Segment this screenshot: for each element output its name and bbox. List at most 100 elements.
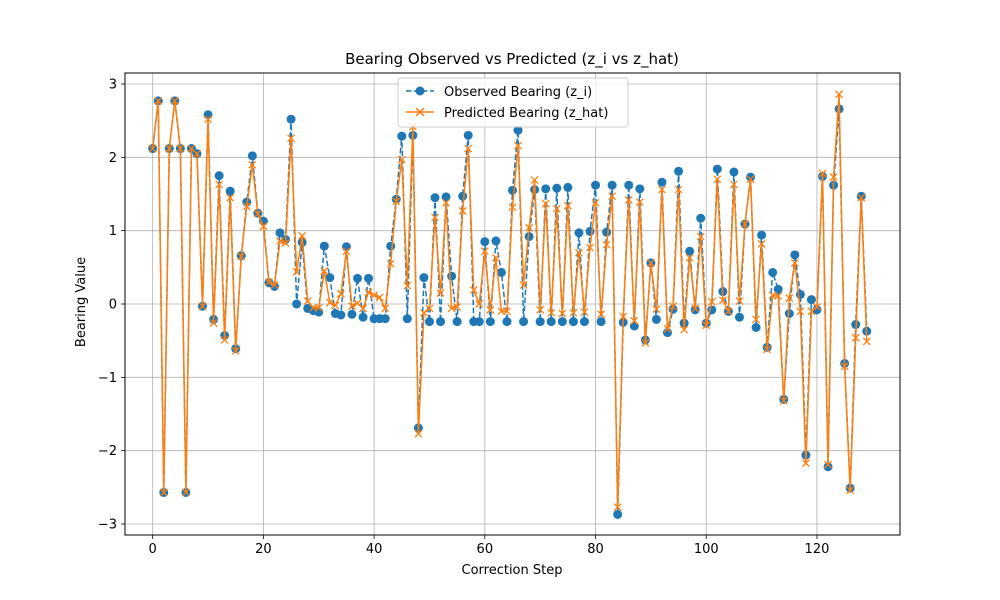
predicted-point [204,115,212,124]
observed-point [751,322,761,332]
predicted-point [154,96,163,105]
predicted-point [569,308,578,317]
predicted-point [242,202,251,211]
predicted-point [425,304,434,313]
predicted-point [375,293,384,302]
observed-point [690,305,700,315]
observed-point [790,250,800,260]
observed-point [325,273,335,283]
observed-point [314,307,324,317]
y-tick-label: 1 [109,224,117,239]
legend-box [397,77,629,128]
x-tick-label: 80 [587,542,604,557]
observed-point [613,509,623,519]
observed-point [546,317,556,327]
predicted-point [237,252,246,261]
predicted-point [486,305,495,314]
observed-point [347,309,357,319]
y-tick-label: 0 [109,298,117,313]
predicted-point [580,308,589,317]
predicted-point [469,286,478,295]
predicted-point [713,175,722,184]
predicted-point [597,310,606,319]
observed-point [568,317,578,327]
predicted-point [691,304,700,313]
predicted-point [718,296,727,305]
observed-point [823,462,833,472]
predicted-point [464,144,473,153]
observed-point [275,228,285,238]
predicted-point [801,459,810,468]
predicted-point [652,305,661,314]
observed-point [579,317,589,327]
legend: Observed Bearing (z_i) Predicted Bearing… [397,77,629,128]
chart-title: Bearing Observed vs Predicted (z_i vs z_… [345,50,679,69]
predicted-point [231,346,240,355]
predicted-point [757,239,766,248]
observed-point [380,314,390,324]
predicted-point [458,206,467,215]
predicted-point [259,222,268,231]
predicted-point [491,253,500,262]
predicted-point [586,243,594,252]
predicted-point [774,291,783,300]
predicted-point [292,267,301,276]
predicted-point [287,134,296,143]
observed-point [480,237,490,247]
observed-point [214,171,224,181]
predicted-point [641,338,650,347]
predicted-point [170,96,179,105]
predicted-point [181,488,190,497]
observed-point [734,312,744,322]
predicted-point [613,503,622,512]
predicted-point [851,333,860,342]
predicted-point [397,155,406,164]
observed-point [524,232,534,242]
observed-point [430,193,440,203]
observed-point [651,314,661,324]
predicted-point [602,240,611,249]
observed-point [795,289,805,299]
x-tick-label: 60 [477,542,494,557]
predicted-point [696,232,705,241]
predicted-point [431,213,439,222]
predicted-point [840,362,849,371]
observed-point [768,267,778,277]
y-tick-label: −1 [98,371,117,386]
predicted-point [475,300,484,308]
predicted-point [165,144,174,153]
legend-observed-label: Observed Bearing (z_i) [444,85,592,100]
predicted-point [314,303,323,312]
observed-point [784,309,794,319]
predicted-point [735,297,744,306]
observed-point [508,185,517,195]
predicted-point [646,258,655,267]
predicted-point [436,289,445,297]
predicted-point [159,488,168,497]
y-tick-label: −2 [98,444,117,459]
predicted-point [813,302,821,311]
predicted-point [503,307,511,316]
predicted-point [480,247,489,256]
observed-point [364,273,374,283]
predicted-point [829,173,838,182]
predicted-point [253,209,262,218]
observed-point [535,317,545,327]
x-axis-label: Correction Step [462,563,563,578]
ticks: 0 20 40 60 80 100 120 −3 −2 −1 0 1 2 3 [98,78,830,558]
observed-point [746,172,756,182]
predicted-point [624,195,633,204]
predicted-point [790,258,799,267]
predicted-point [276,236,284,245]
observed-point [452,317,462,327]
predicted-point [198,302,207,311]
predicted-point [264,278,273,286]
x-tick-label: 40 [366,542,383,557]
observed-point [203,110,213,120]
predicted-point [608,192,617,201]
observed-point [402,314,412,324]
predicted-point [779,396,788,405]
predicted-point [281,239,290,248]
predicted-point [807,307,816,316]
